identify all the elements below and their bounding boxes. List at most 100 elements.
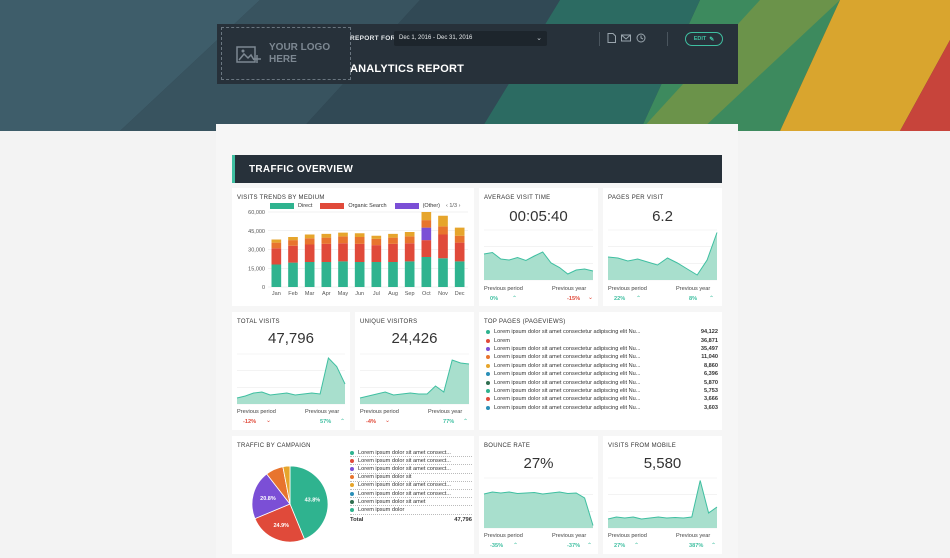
bar-segment[interactable] <box>288 240 298 246</box>
metric-value: 24,426 <box>391 330 438 347</box>
bar-segment[interactable] <box>354 233 365 237</box>
bar-segment[interactable] <box>288 262 298 287</box>
bar-segment[interactable] <box>371 238 382 246</box>
pageviews-value: 5,870 <box>704 379 718 386</box>
pageviews-value: 36,871 <box>700 337 718 344</box>
bar-segment[interactable] <box>321 237 332 244</box>
bar-segment[interactable] <box>288 237 298 241</box>
schedule-icon[interactable] <box>636 33 646 43</box>
bar-segment[interactable] <box>421 257 432 287</box>
sparkline-area <box>608 232 717 280</box>
list-item[interactable]: Lorem ipsum dolor sit amet consect... <box>350 465 472 474</box>
list-item[interactable]: Lorem ipsum dolor sit amet consectetur a… <box>486 378 718 386</box>
bar-segment[interactable] <box>421 220 432 228</box>
prev-period-value: -12% <box>243 419 257 425</box>
list-item[interactable]: Lorem 36,871 <box>486 336 718 344</box>
bar-segment[interactable] <box>271 264 282 288</box>
pdf-icon[interactable] <box>607 33 616 43</box>
bar-segment[interactable] <box>371 235 382 239</box>
pie-slice[interactable] <box>282 465 291 505</box>
bar-segment[interactable] <box>454 242 465 262</box>
logo-placeholder[interactable]: YOUR LOGO HERE <box>221 27 351 80</box>
bar-segment[interactable] <box>338 261 348 287</box>
email-icon[interactable] <box>621 33 631 43</box>
edit-button[interactable]: EDIT ✎ <box>685 32 723 46</box>
bar-segment[interactable] <box>404 261 415 287</box>
bar-segment[interactable] <box>354 237 365 244</box>
bar-segment[interactable] <box>388 243 398 262</box>
bar-segment[interactable] <box>304 238 315 245</box>
list-item[interactable]: Lorem ipsum dolor sit amet consect... <box>350 457 472 466</box>
legend-pager[interactable]: ‹ 1/3 › <box>446 203 460 209</box>
bar-segment[interactable] <box>421 240 432 257</box>
legend-swatch-other <box>394 203 419 209</box>
bar-segment[interactable] <box>438 226 448 235</box>
bar-segment[interactable] <box>438 258 448 287</box>
bar-segment[interactable] <box>288 245 298 263</box>
list-item[interactable]: Lorem ipsum dolor sit amet consectetur a… <box>486 395 718 403</box>
list-item[interactable]: Lorem ipsum dolor sit amet consectetur a… <box>486 328 718 336</box>
bar-segment[interactable] <box>454 261 465 287</box>
pie-slice[interactable] <box>289 465 329 540</box>
pie-label: 20.8% <box>260 496 276 502</box>
list-item[interactable]: Lorem ipsum dolor sit amet consectetur a… <box>486 345 718 353</box>
list-item[interactable]: Lorem ipsum dolor sit amet consectetur a… <box>486 370 718 378</box>
pie-slice[interactable] <box>251 473 291 520</box>
bar-segment[interactable] <box>454 235 465 243</box>
chevron-left-icon[interactable]: ‹ <box>446 203 448 209</box>
bar-segment[interactable] <box>271 239 282 243</box>
bar-segment[interactable] <box>321 262 332 287</box>
chevron-right-icon[interactable]: › <box>458 203 461 209</box>
x-tick-label: Jun <box>355 291 364 297</box>
list-item[interactable]: Lorem ipsum dolor sit amet consectetur a… <box>486 353 718 361</box>
bar-segment[interactable] <box>354 243 365 262</box>
chevron-down-icon: ⌄ <box>536 35 542 42</box>
bar-segment[interactable] <box>271 242 282 249</box>
list-item[interactable]: Lorem ipsum dolor sit amet consectetur a… <box>486 404 718 412</box>
list-item[interactable]: Lorem ipsum dolor sit <box>350 474 472 482</box>
bar-segment[interactable] <box>388 233 398 238</box>
x-tick-label: Nov <box>438 291 448 297</box>
bar-segment[interactable] <box>304 244 315 263</box>
bar-segment[interactable] <box>438 234 448 259</box>
arrow-up-icon: ⌃ <box>513 543 519 549</box>
bullet-dot <box>350 450 354 455</box>
legend-direct: Direct <box>298 203 313 209</box>
bar-segment[interactable] <box>338 232 348 237</box>
bar-segment[interactable] <box>421 227 432 241</box>
bar-segment[interactable] <box>404 232 415 237</box>
pencil-icon: ✎ <box>709 36 715 43</box>
list-item[interactable]: Lorem ipsum dolor sit amet consectetur a… <box>486 362 718 370</box>
bar-segment[interactable] <box>338 243 348 262</box>
bar-segment[interactable] <box>321 243 332 262</box>
list-item[interactable]: Lorem ipsum dolor sit amet <box>350 498 472 507</box>
bar-segment[interactable] <box>404 236 415 244</box>
bar-segment[interactable] <box>371 245 382 262</box>
bar-segment[interactable] <box>388 237 398 244</box>
bar-segment[interactable] <box>454 227 465 236</box>
list-item[interactable]: Lorem ipsum dolor sit amet consect... <box>350 482 472 490</box>
bar-segment[interactable] <box>271 248 282 265</box>
bar-segment[interactable] <box>404 243 415 262</box>
bar-segment[interactable] <box>371 262 382 287</box>
bar-segment[interactable] <box>338 236 348 244</box>
list-item[interactable]: Lorem ipsum dolor sit amet consectetur a… <box>486 387 718 395</box>
bar-segment[interactable] <box>321 233 332 238</box>
bullet-dot <box>486 330 490 335</box>
date-range-select[interactable]: Dec 1, 2016 - Dec 31, 2016 ⌄ <box>394 31 547 46</box>
bullet-dot <box>350 507 354 512</box>
pageviews-value: 35,497 <box>700 345 718 352</box>
bar-segment[interactable] <box>304 262 315 287</box>
list-item[interactable]: Lorem ipsum dolor sit amet consect... <box>350 490 472 499</box>
bar-segment[interactable] <box>421 212 432 221</box>
pageviews-value: 11,040 <box>701 354 718 361</box>
bullet-dot <box>486 405 490 410</box>
prev-period-value: -4% <box>366 419 376 425</box>
bar-segment[interactable] <box>388 262 398 287</box>
bar-segment[interactable] <box>354 262 365 287</box>
bar-segment[interactable] <box>438 215 448 227</box>
top-pages-card: TOP PAGES (PAGEVIEWS) Lorem ipsum dolor … <box>479 312 722 430</box>
bar-segment[interactable] <box>304 234 315 239</box>
list-item[interactable]: Lorem ipsum dolor <box>350 506 472 515</box>
list-item[interactable]: Lorem ipsum dolor sit amet consect... <box>350 449 472 458</box>
